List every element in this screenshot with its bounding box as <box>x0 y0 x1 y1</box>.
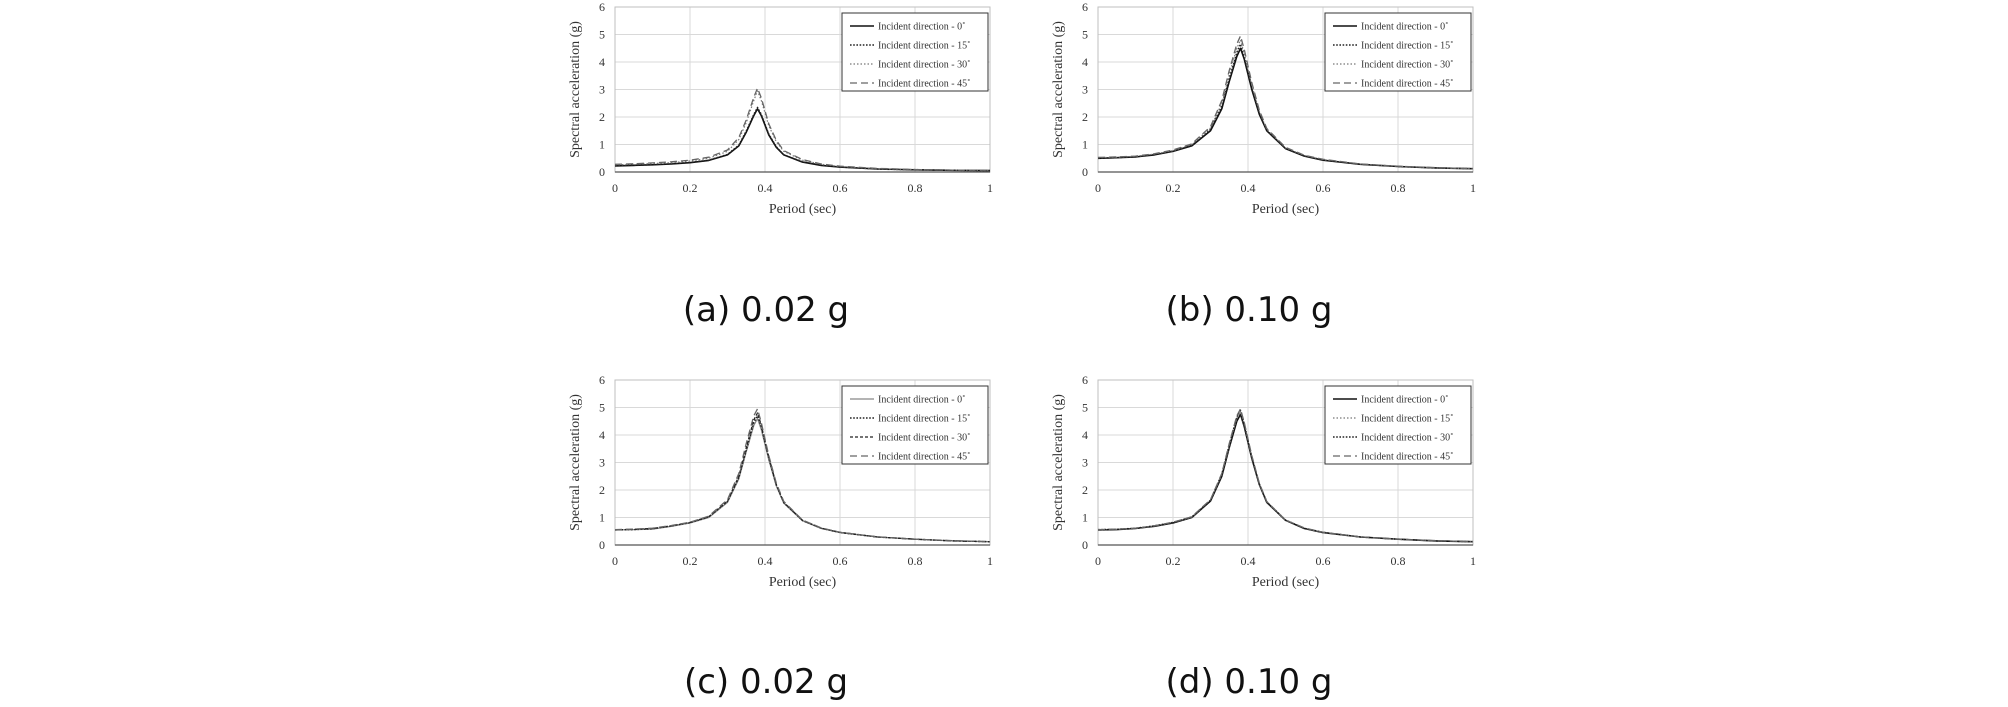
y-axis-label: Spectral acceleration (g) <box>568 21 583 158</box>
y-tick-label: 1 <box>1082 138 1088 152</box>
y-tick-label: 5 <box>599 28 605 42</box>
legend: Incident direction - 0˚ Incident directio… <box>841 385 989 465</box>
y-tick-label: 3 <box>599 83 605 97</box>
y-tick-label: 5 <box>599 401 605 415</box>
caption-d: (d) 0.10 g <box>1165 662 1333 702</box>
legend-entry: Incident direction - 45˚ <box>1361 452 1453 463</box>
y-tick-label: 4 <box>599 428 605 442</box>
x-tick-label: 0.4 <box>1241 554 1256 568</box>
y-tick-label: 2 <box>599 110 605 124</box>
legend-entry: Incident direction - 0˚ <box>1361 395 1448 406</box>
legend-entry: Incident direction - 30˚ <box>1361 60 1453 71</box>
y-axis-label: Spectral acceleration (g) <box>568 394 583 531</box>
legend-entry: Incident direction - 30˚ <box>1361 433 1453 444</box>
x-tick-label: 0.8 <box>1391 554 1406 568</box>
y-tick-label: 1 <box>599 138 605 152</box>
y-tick-label: 0 <box>599 538 605 552</box>
legend-entry: Incident direction - 0˚ <box>878 22 965 33</box>
y-tick-label: 6 <box>599 0 605 14</box>
x-tick-label: 0 <box>612 181 618 195</box>
x-tick-label: 0.8 <box>1391 181 1406 195</box>
x-tick-label: 0.2 <box>683 181 698 195</box>
legend-entry: Incident direction - 15˚ <box>878 414 970 425</box>
x-tick-label: 0.4 <box>1241 181 1256 195</box>
x-tick-label: 0.2 <box>1166 554 1181 568</box>
y-axis-label: Spectral acceleration (g) <box>1051 394 1066 531</box>
legend-entry: Incident direction - 45˚ <box>878 452 970 463</box>
y-tick-label: 4 <box>1082 428 1088 442</box>
y-tick-label: 5 <box>1082 401 1088 415</box>
x-tick-label: 0.6 <box>1316 181 1331 195</box>
x-tick-label: 0 <box>1095 181 1101 195</box>
chart-d: 0 0.2 0.4 0.6 0.8 1 0 1 2 3 4 5 6 Period (sec) Spectra… <box>1051 373 1476 590</box>
y-tick-label: 2 <box>599 483 605 497</box>
x-tick-label: 1 <box>987 554 993 568</box>
y-tick-label: 0 <box>599 165 605 179</box>
legend-entry: Incident direction - 15˚ <box>878 41 970 52</box>
x-tick-label: 1 <box>1470 554 1476 568</box>
y-tick-label: 3 <box>1082 83 1088 97</box>
y-tick-label: 2 <box>1082 110 1088 124</box>
legend: Incident direction - 0˚ Incident directio… <box>1324 12 1472 92</box>
legend-entry: Incident direction - 45˚ <box>1361 79 1453 90</box>
caption-c: (c) 0.02 g <box>683 662 849 702</box>
series-line <box>1097 408 1474 543</box>
y-tick-label: 4 <box>1082 55 1088 69</box>
x-tick-label: 0.6 <box>1316 554 1331 568</box>
caption-a: (a) 0.02 g <box>682 290 850 330</box>
x-tick-label: 0 <box>1095 554 1101 568</box>
x-axis-label: Period (sec) <box>769 575 837 590</box>
x-tick-label: 0.6 <box>833 554 848 568</box>
x-tick-label: 1 <box>987 181 993 195</box>
x-tick-label: 0 <box>612 554 618 568</box>
y-tick-label: 1 <box>599 511 605 525</box>
chart-b: 0 0.2 0.4 0.6 0.8 1 0 1 2 3 4 5 6 Period (sec) Spectra… <box>1051 0 1476 217</box>
x-tick-label: 0.8 <box>908 554 923 568</box>
chart-c: 0 0.2 0.4 0.6 0.8 1 0 1 2 3 4 5 6 Period (sec) Spectra… <box>568 373 993 590</box>
y-tick-label: 3 <box>1082 456 1088 470</box>
legend-entry: Incident direction - 30˚ <box>878 433 970 444</box>
legend: Incident direction - 0˚ Incident directio… <box>1324 385 1472 465</box>
y-tick-label: 6 <box>599 373 605 387</box>
legend: Incident direction - 0˚ Incident directio… <box>841 12 989 92</box>
x-tick-label: 0.8 <box>908 181 923 195</box>
y-tick-label: 6 <box>1082 0 1088 14</box>
x-axis-label: Period (sec) <box>1252 575 1320 590</box>
y-tick-label: 0 <box>1082 538 1088 552</box>
legend-entry: Incident direction - 30˚ <box>878 60 970 71</box>
x-tick-label: 0.2 <box>683 554 698 568</box>
x-tick-label: 0.6 <box>833 181 848 195</box>
series-line <box>1097 35 1474 170</box>
legend-entry: Incident direction - 0˚ <box>878 395 965 406</box>
y-tick-label: 5 <box>1082 28 1088 42</box>
x-tick-label: 0.4 <box>758 554 773 568</box>
legend-entry: Incident direction - 45˚ <box>878 79 970 90</box>
series-line <box>1097 39 1474 170</box>
y-tick-label: 2 <box>1082 483 1088 497</box>
y-tick-label: 1 <box>1082 511 1088 525</box>
series-line <box>614 87 991 171</box>
legend-entry: Incident direction - 15˚ <box>1361 41 1453 52</box>
x-tick-label: 0.4 <box>758 181 773 195</box>
y-tick-label: 0 <box>1082 165 1088 179</box>
x-tick-label: 0.2 <box>1166 181 1181 195</box>
y-tick-label: 3 <box>599 456 605 470</box>
y-axis-label: Spectral acceleration (g) <box>1051 21 1066 158</box>
y-tick-label: 6 <box>1082 373 1088 387</box>
x-tick-label: 1 <box>1470 181 1476 195</box>
caption-b: (b) 0.10 g <box>1165 290 1333 330</box>
series-line <box>614 408 991 543</box>
legend-entry: Incident direction - 15˚ <box>1361 414 1453 425</box>
y-tick-label: 4 <box>599 55 605 69</box>
legend-entry: Incident direction - 0˚ <box>1361 22 1448 33</box>
chart-a: 0 0.2 0.4 0.6 0.8 1 0 1 2 3 4 5 6 Period (sec) Spectra… <box>568 0 993 217</box>
series-line <box>614 90 991 171</box>
x-axis-label: Period (sec) <box>769 202 837 217</box>
x-axis-label: Period (sec) <box>1252 202 1320 217</box>
